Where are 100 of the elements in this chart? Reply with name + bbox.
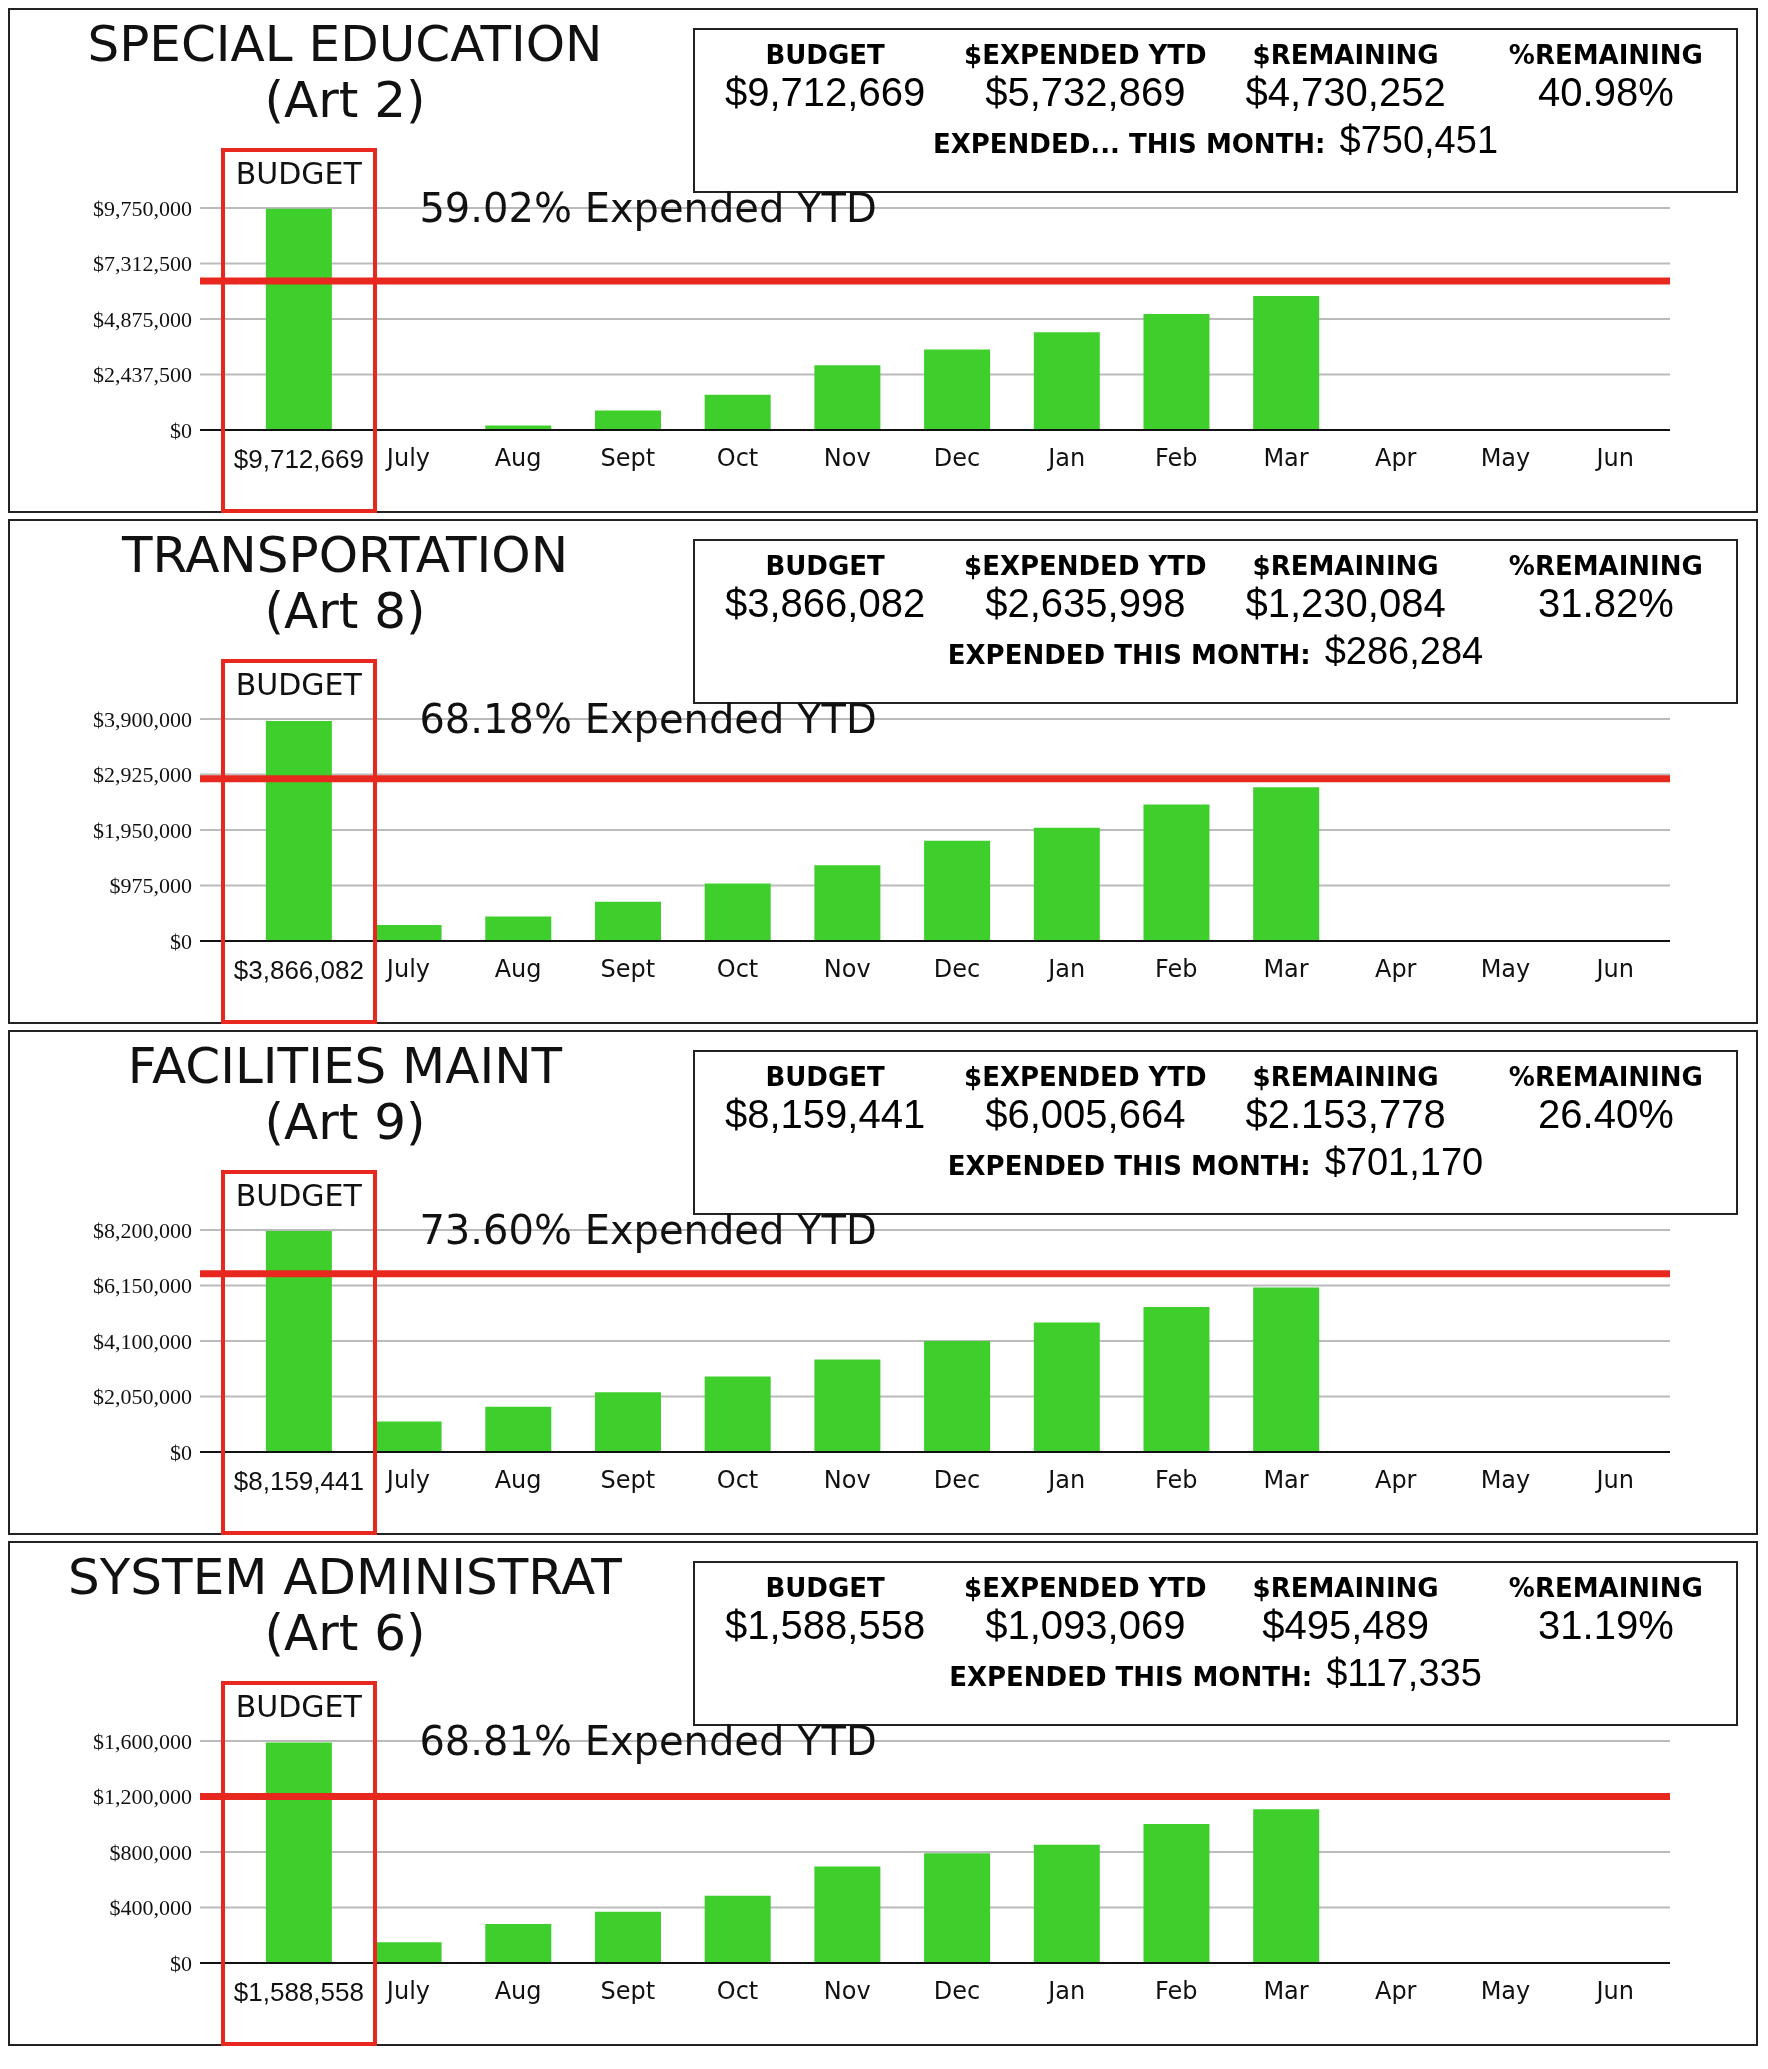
x-tick-label: Sept (600, 955, 656, 983)
text: $EXPENDED YTD (963, 1062, 1208, 1092)
text: BUDGET (764, 1573, 886, 1603)
text: BUDGET (234, 1178, 363, 1213)
x-tick-label: Jan (1046, 955, 1086, 983)
text: %REMAINING (1507, 1062, 1704, 1092)
x-tick-label: Sept (600, 1466, 656, 1494)
x-tick-label: July (384, 1977, 431, 2005)
x-tick-label: Feb (1155, 955, 1198, 983)
bar (375, 1942, 442, 1963)
chart-subtitle: (Art 9) (263, 1093, 427, 1151)
y-tick-label: $0 (170, 928, 192, 954)
bar (704, 394, 771, 430)
y-tick-label: $800,000 (109, 1839, 192, 1865)
bar (594, 1911, 661, 1963)
bar (594, 410, 661, 430)
data-label: $9,712,669 (233, 444, 364, 474)
text: EXPENDED... THIS MONTH: (932, 129, 1326, 159)
text: $2.153,778 (1244, 1092, 1447, 1137)
x-tick-label: Jun (1594, 1466, 1634, 1494)
text: $REMAINING (1251, 40, 1440, 70)
x-tick-label: Feb (1155, 1466, 1198, 1494)
text: $701,170 (1324, 1141, 1484, 1183)
y-tick-label: $0 (170, 1439, 192, 1465)
text: BUDGET (764, 40, 886, 70)
x-tick-label: Mar (1263, 955, 1309, 983)
text: $EXPENDED YTD (963, 1573, 1208, 1603)
bar (924, 1853, 991, 1963)
text: EXPENDED THIS MONTH: (947, 640, 1311, 670)
x-tick-label: Oct (716, 444, 759, 472)
x-tick-label: July (384, 444, 431, 472)
x-tick-label: May (1480, 444, 1531, 472)
bar (814, 1359, 881, 1452)
x-tick-label: Aug (494, 1977, 542, 2005)
text: $EXPENDED YTD (963, 40, 1208, 70)
x-tick-label: Sept (600, 444, 656, 472)
bar (704, 1376, 771, 1452)
y-tick-label: $2,437,500 (93, 362, 192, 388)
text: $4,730,252 (1244, 70, 1447, 115)
y-tick-label: $4,875,000 (93, 306, 192, 332)
x-tick-label: Oct (716, 955, 759, 983)
x-tick-label: Feb (1155, 444, 1198, 472)
chart-subtitle: (Art 8) (263, 582, 427, 640)
bar (265, 1231, 332, 1452)
text: %REMAINING (1507, 40, 1704, 70)
bar (924, 840, 991, 941)
x-tick-label: Dec (933, 1977, 981, 2005)
x-tick-label: May (1480, 1977, 1531, 2005)
y-tick-label: $1,200,000 (93, 1784, 192, 1810)
x-tick-label: Feb (1155, 1977, 1198, 2005)
x-tick-label: Sept (600, 1977, 656, 2005)
bar (594, 901, 661, 941)
x-tick-label: Apr (1374, 1977, 1417, 2005)
bar (814, 865, 881, 941)
ref-line-label: 68.18% Expended YTD (419, 696, 877, 742)
text: 40.98% (1537, 70, 1675, 115)
ref-line-label: 73.60% Expended YTD (419, 1207, 877, 1253)
bar (375, 1421, 442, 1452)
text: 31.19% (1537, 1603, 1675, 1648)
text: $REMAINING (1251, 1062, 1440, 1092)
data-label: $3,866,082 (233, 955, 364, 985)
y-tick-label: $0 (170, 417, 192, 443)
y-tick-label: $7,312,500 (93, 251, 192, 277)
bar (1143, 804, 1210, 941)
x-tick-label: Nov (823, 955, 871, 983)
text: $REMAINING (1251, 1573, 1440, 1603)
text: BUDGET (234, 667, 363, 702)
bar (924, 349, 991, 430)
bar (1143, 1823, 1210, 1963)
bar (1033, 332, 1100, 430)
text: $1,588,558 (724, 1603, 927, 1648)
text: $117,335 (1326, 1652, 1482, 1694)
text: %REMAINING (1507, 1573, 1704, 1603)
y-tick-label: $975,000 (109, 873, 192, 899)
y-tick-label: $4,100,000 (93, 1328, 192, 1354)
bar (1253, 1287, 1320, 1452)
x-tick-label: Nov (823, 444, 871, 472)
text: BUDGET (234, 1689, 363, 1724)
x-tick-label: Nov (823, 1466, 871, 1494)
text: $6,005,664 (984, 1092, 1187, 1137)
bar (1033, 1844, 1100, 1963)
y-tick-label: $6,150,000 (93, 1273, 192, 1299)
text: $286,284 (1324, 630, 1484, 672)
bar (1033, 827, 1100, 941)
text: $1,230,084 (1244, 581, 1447, 626)
text: BUDGET (764, 551, 886, 581)
bar (485, 1406, 552, 1452)
bar (485, 916, 552, 941)
text: $REMAINING (1251, 551, 1440, 581)
bar (1033, 1322, 1100, 1452)
chart-title: SPECIAL EDUCATION (86, 15, 604, 73)
x-tick-label: Dec (933, 1466, 981, 1494)
ref-line-label: 59.02% Expended YTD (419, 185, 877, 231)
x-tick-label: Apr (1374, 444, 1417, 472)
text: $5,732,869 (984, 70, 1187, 115)
bar (1253, 295, 1320, 430)
x-tick-label: Jan (1046, 1466, 1086, 1494)
bar (375, 925, 442, 941)
y-tick-label: $9,750,000 (93, 195, 192, 221)
bar (1143, 1306, 1210, 1452)
